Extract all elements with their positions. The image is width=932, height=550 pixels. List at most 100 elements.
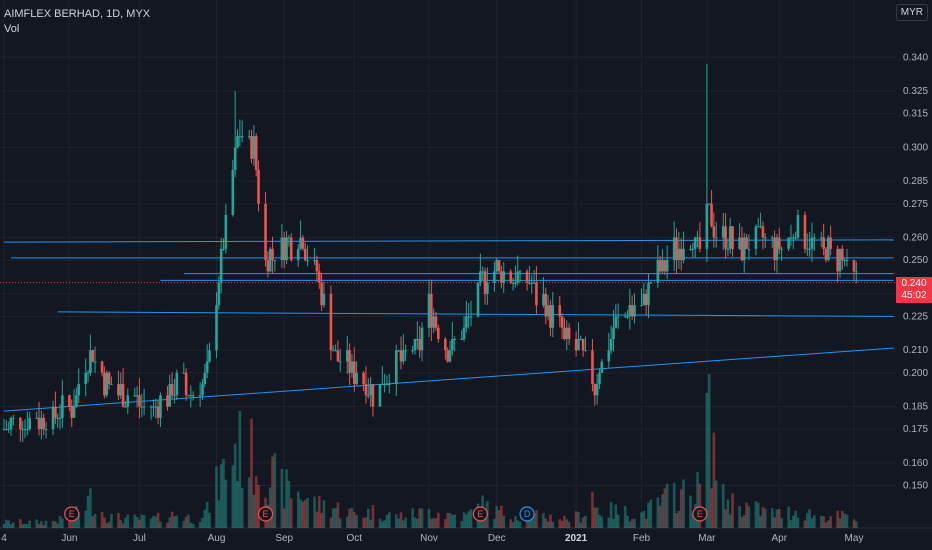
candle-body bbox=[581, 338, 585, 351]
volume-bar bbox=[191, 523, 195, 528]
volume-bar bbox=[607, 517, 611, 528]
candle-body bbox=[418, 338, 421, 351]
candle-body bbox=[388, 384, 391, 386]
volume-bar bbox=[236, 481, 239, 528]
volume-bar bbox=[542, 513, 545, 528]
volume-bar bbox=[824, 522, 828, 528]
candle-body bbox=[591, 350, 594, 385]
candle-body bbox=[789, 237, 793, 239]
trendlines[interactable] bbox=[0, 239, 896, 412]
candle-body bbox=[254, 136, 258, 170]
volume-bar bbox=[577, 512, 580, 528]
volume-bar bbox=[26, 524, 29, 528]
candle-body bbox=[511, 282, 515, 284]
volume-bar bbox=[362, 517, 365, 528]
candles[interactable] bbox=[2, 64, 858, 443]
candle-body bbox=[451, 338, 454, 351]
volume-bar bbox=[233, 443, 237, 528]
volume-bar bbox=[336, 502, 340, 528]
candle-body bbox=[544, 293, 548, 317]
candle-body bbox=[514, 282, 517, 284]
candle-body bbox=[362, 372, 365, 385]
x-tick-label: Oct bbox=[346, 533, 362, 544]
candle-body bbox=[140, 406, 144, 408]
candle-body bbox=[397, 350, 400, 352]
volume-bar bbox=[303, 500, 307, 528]
event-marker bbox=[692, 506, 708, 522]
volume-bar bbox=[378, 518, 382, 528]
volume-bar bbox=[5, 519, 8, 528]
candle-body bbox=[91, 350, 95, 362]
candle-body bbox=[240, 136, 244, 138]
candle-body bbox=[747, 248, 751, 250]
y-tick-label: 0.175 bbox=[903, 424, 928, 435]
candle-body bbox=[5, 429, 8, 431]
candle-body bbox=[626, 316, 629, 318]
volume-bar bbox=[107, 521, 111, 528]
volume-bar bbox=[595, 507, 599, 528]
volume-bar bbox=[61, 518, 64, 528]
volume-bar bbox=[579, 522, 583, 528]
volume-bar bbox=[369, 519, 372, 528]
volume-bar bbox=[413, 517, 417, 528]
bar-countdown: 45:02 bbox=[901, 289, 927, 301]
volume-bar bbox=[9, 524, 13, 528]
volume-bar bbox=[40, 521, 43, 528]
volume-bar bbox=[761, 507, 765, 528]
candle-body bbox=[574, 338, 578, 351]
volume-bar bbox=[105, 523, 109, 528]
volume-bar bbox=[320, 512, 323, 528]
volume-bar bbox=[551, 521, 555, 528]
volume-bar bbox=[23, 523, 27, 528]
candle-body bbox=[154, 406, 158, 408]
volume-bar bbox=[516, 520, 520, 528]
volume-bar bbox=[558, 519, 562, 528]
volume-bar bbox=[182, 520, 186, 528]
volume-bar bbox=[514, 516, 517, 528]
volume-bar bbox=[117, 512, 120, 528]
candle-body bbox=[796, 215, 800, 238]
currency-button[interactable]: MYR bbox=[895, 4, 928, 21]
volume-bar bbox=[184, 516, 188, 528]
candle-body bbox=[780, 248, 783, 250]
candle-body bbox=[170, 384, 174, 396]
x-tick-label: Jul bbox=[133, 533, 146, 544]
time-axis[interactable]: 4 Jun Jul Aug Sep Oct Nov Dec 2021 Feb Mar Apr May bbox=[1, 533, 863, 544]
candle-body bbox=[380, 384, 384, 386]
candle-body bbox=[156, 406, 160, 418]
candle-body bbox=[486, 282, 489, 294]
volume-bar bbox=[110, 513, 113, 528]
candle-body bbox=[658, 260, 662, 272]
volume-bar bbox=[560, 520, 564, 528]
candle-body bbox=[35, 417, 38, 419]
candle-body bbox=[350, 361, 354, 373]
volume-bar bbox=[453, 514, 456, 528]
volume-bar bbox=[140, 514, 144, 528]
volume-bar bbox=[731, 493, 734, 528]
volume-bar bbox=[803, 520, 807, 528]
candle-body bbox=[142, 406, 146, 408]
candle-body bbox=[430, 293, 433, 328]
candle-body bbox=[584, 350, 587, 352]
candle-body bbox=[285, 237, 288, 261]
volume-bar bbox=[315, 511, 319, 528]
candle-body bbox=[385, 384, 389, 386]
volume-bar bbox=[672, 483, 676, 528]
volume-bar bbox=[198, 522, 202, 528]
event-label: E bbox=[697, 509, 703, 519]
last-price-tag: 0.240 45:02 bbox=[896, 276, 932, 303]
volume-bar bbox=[658, 505, 662, 528]
candle-body bbox=[184, 372, 188, 396]
candle-body bbox=[89, 350, 92, 373]
volume-bar bbox=[89, 488, 92, 528]
volume-bar bbox=[152, 515, 155, 528]
price-axis[interactable]: 0.1500.1600.1750.1850.2000.2100.2250.235… bbox=[903, 52, 928, 491]
volume-bar bbox=[467, 511, 470, 528]
candle-body bbox=[593, 384, 597, 396]
candle-body bbox=[303, 248, 307, 261]
volume-bar bbox=[72, 518, 76, 528]
candle-body bbox=[203, 372, 207, 385]
candle-body bbox=[404, 350, 407, 352]
